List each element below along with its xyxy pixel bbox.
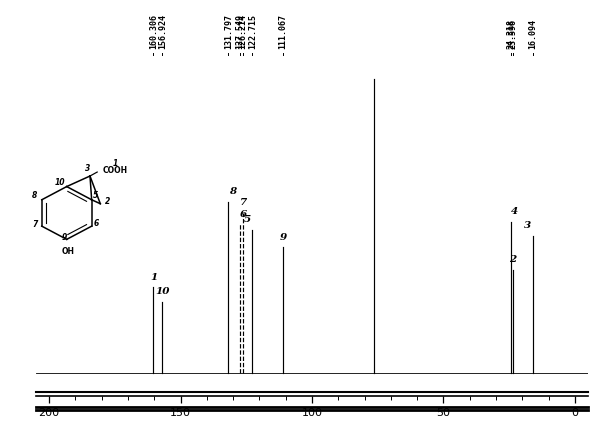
Text: 24.318: 24.318 xyxy=(506,19,515,49)
Text: 8: 8 xyxy=(32,191,37,201)
Text: 131.797: 131.797 xyxy=(224,15,233,49)
Text: 126.214: 126.214 xyxy=(239,15,248,49)
Text: 7: 7 xyxy=(32,220,37,230)
Text: 8: 8 xyxy=(229,187,236,196)
Text: 111.067: 111.067 xyxy=(278,15,287,49)
Text: 7: 7 xyxy=(239,198,247,207)
Text: 2: 2 xyxy=(509,256,517,264)
Text: 4: 4 xyxy=(511,207,518,216)
Text: 23.596: 23.596 xyxy=(508,19,517,49)
Text: 5: 5 xyxy=(94,191,98,200)
Text: 1: 1 xyxy=(150,273,157,282)
Text: 10: 10 xyxy=(155,287,170,296)
Text: 10: 10 xyxy=(55,178,65,187)
Text: 1: 1 xyxy=(112,159,118,168)
Text: 3: 3 xyxy=(85,165,91,173)
Text: 16.094: 16.094 xyxy=(528,19,537,49)
Text: 6: 6 xyxy=(240,210,247,219)
Text: 127.549: 127.549 xyxy=(235,15,244,49)
Text: 2: 2 xyxy=(104,197,110,206)
Text: 122.715: 122.715 xyxy=(248,15,257,49)
Text: 9: 9 xyxy=(62,233,67,242)
Text: COOH: COOH xyxy=(103,166,128,175)
Text: 9: 9 xyxy=(279,233,287,242)
Text: 5: 5 xyxy=(244,216,251,224)
Text: 6: 6 xyxy=(94,219,100,228)
Text: 160.306: 160.306 xyxy=(149,15,158,49)
Text: 156.924: 156.924 xyxy=(158,15,167,49)
Text: 3: 3 xyxy=(524,221,531,230)
Text: OH: OH xyxy=(62,247,74,256)
